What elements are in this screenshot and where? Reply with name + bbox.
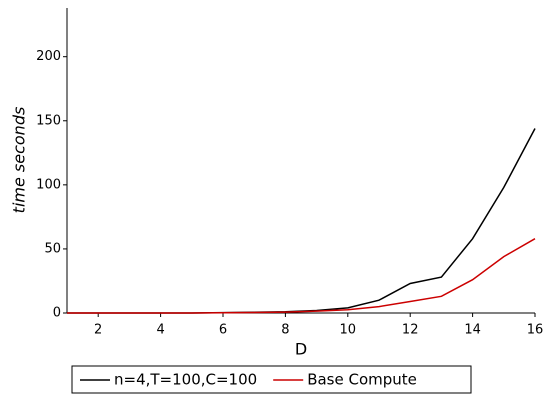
series-line — [67, 128, 536, 314]
legend-label: n=4,T=100,C=100 — [114, 371, 257, 389]
y-axis-label: time seconds — [10, 107, 29, 214]
series-line — [67, 238, 536, 314]
x-tick-label: 10 — [340, 323, 357, 338]
x-tick-label: 12 — [402, 323, 419, 338]
y-tick-label: 150 — [36, 113, 61, 128]
x-tick-label: 8 — [281, 323, 289, 338]
x-tick-label: 2 — [94, 323, 102, 338]
legend-label: Base Compute — [307, 371, 417, 389]
y-tick-label: 100 — [36, 177, 61, 192]
y-tick-label: 50 — [44, 241, 61, 256]
x-tick-label: 14 — [464, 323, 481, 338]
y-tick-label: 200 — [36, 49, 61, 64]
x-tick-label: 6 — [219, 323, 227, 338]
x-tick-label: 4 — [156, 323, 164, 338]
legend-box — [71, 365, 472, 394]
x-tick-label: 16 — [527, 323, 544, 338]
x-axis-label: D — [295, 340, 307, 359]
y-tick-label: 0 — [53, 306, 61, 321]
